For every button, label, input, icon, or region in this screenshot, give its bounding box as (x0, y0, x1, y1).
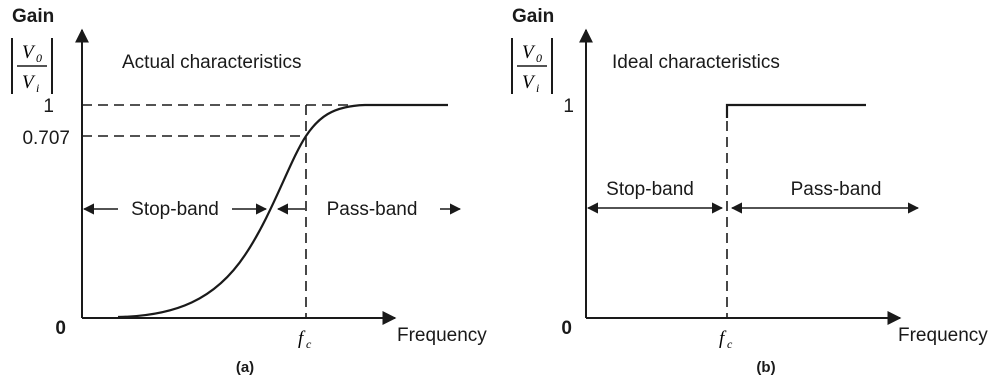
x-label-b: Frequency (898, 325, 988, 346)
ratio-num-sub-a: 0 (36, 51, 42, 65)
panel-b-ideal: Gain V 0 V i Ideal characteristics 1 0 f… (511, 6, 988, 376)
stop-band-label-a: Stop-band (131, 199, 219, 220)
ratio-num-sub-b: 0 (536, 51, 542, 65)
ratio-den-sub-b: i (536, 81, 539, 95)
ratio-den-a: V (22, 72, 36, 93)
caption-b: (b) (756, 359, 775, 376)
tick-one-a: 1 (43, 96, 54, 117)
ratio-den-b: V (522, 72, 536, 93)
ratio-num-b: V (522, 42, 536, 63)
actual-response-curve (117, 103, 448, 319)
tick-0707-a: 0.707 (22, 128, 70, 149)
pass-band-label-b: Pass-band (791, 179, 882, 200)
title-b: Ideal characteristics (612, 52, 780, 73)
gain-label-a: Gain (12, 6, 54, 27)
stop-band-label-b: Stop-band (606, 179, 694, 200)
tick-one-b: 1 (563, 96, 574, 117)
pass-band-label-a: Pass-band (327, 199, 418, 220)
gain-ratio-a: V 0 V i (11, 38, 53, 95)
fc-label-a: f (298, 328, 306, 349)
ideal-response-line (725, 103, 866, 118)
gain-label-b: Gain (512, 6, 554, 27)
title-a: Actual characteristics (122, 52, 302, 73)
gain-ratio-b: V 0 V i (511, 38, 553, 95)
ratio-num-a: V (22, 42, 36, 63)
fc-sub-b: c (727, 337, 733, 351)
fc-label-b: f (719, 328, 727, 349)
panel-a-actual: Gain V 0 V i Actual characteristics 1 0.… (11, 6, 487, 376)
fc-sub-a: c (306, 337, 312, 351)
origin-b: 0 (561, 318, 572, 339)
origin-a: 0 (55, 318, 66, 339)
x-label-a: Frequency (397, 325, 487, 346)
ratio-den-sub-a: i (36, 81, 39, 95)
caption-a: (a) (236, 359, 254, 376)
